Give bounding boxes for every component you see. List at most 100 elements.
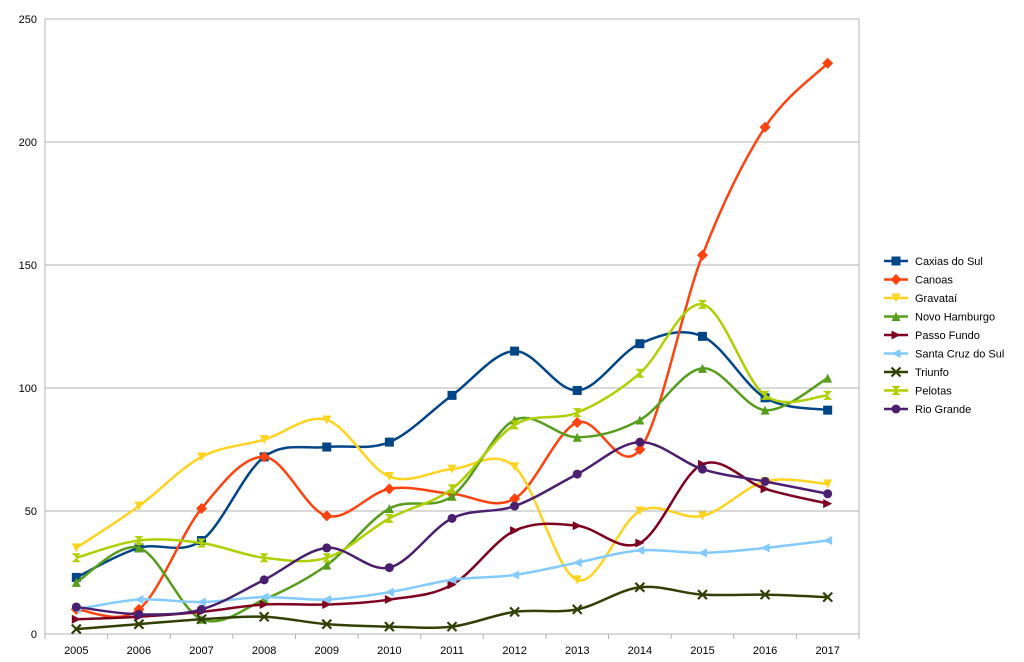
legend-item-passo-fundo: Passo Fundo	[884, 330, 980, 342]
legend-marker	[891, 293, 901, 303]
data-point-rio-grande	[384, 563, 394, 573]
data-point-passo-fundo	[510, 526, 520, 536]
legend-label: Pelotas	[915, 386, 952, 398]
data-point-gravata	[447, 464, 457, 474]
data-point-caxias-do-sul	[510, 346, 520, 356]
data-point-novo-hamburgo	[760, 405, 770, 415]
data-point-gravata	[697, 511, 707, 521]
legend-item-novo-hamburgo: Novo Hamburgo	[884, 312, 995, 324]
data-point-santa-cruz-do-sul	[134, 595, 144, 605]
data-point-passo-fundo	[635, 538, 645, 548]
legend-item-gravata: Gravataí	[884, 293, 957, 305]
data-point-rio-grande	[197, 604, 207, 614]
data-point-novo-hamburgo	[823, 373, 833, 383]
data-point-rio-grande	[447, 513, 457, 523]
legend-label: Novo Hamburgo	[915, 312, 995, 324]
legend-label: Santa Cruz do Sul	[915, 349, 1004, 361]
data-point-pelotas	[384, 513, 394, 523]
legend-item-triunfo: Triunfo	[884, 366, 949, 379]
data-point-novo-hamburgo	[697, 363, 707, 373]
data-point-santa-cruz-do-sul	[322, 595, 332, 605]
data-point-gravata	[197, 452, 207, 462]
data-point-caxias-do-sul	[384, 437, 394, 447]
data-point-santa-cruz-do-sul	[572, 558, 582, 568]
data-point-novo-hamburgo	[134, 543, 144, 553]
data-point-santa-cruz-do-sul	[259, 592, 269, 602]
legend: Caxias do Sul Canoas Gravataí Novo Hamburgo…	[884, 256, 1004, 416]
series-gravata	[71, 415, 833, 585]
x-tick-label: 2010	[377, 645, 401, 657]
legend-marker	[890, 274, 902, 285]
data-point-triunfo	[634, 581, 646, 593]
data-point-santa-cruz-do-sul	[197, 597, 207, 607]
data-point-rio-grande	[697, 464, 707, 474]
x-tick-label: 2012	[502, 645, 526, 657]
data-point-triunfo	[509, 606, 520, 618]
legend-label: Rio Grande	[915, 404, 971, 416]
legend-marker	[891, 312, 901, 321]
data-point-passo-fundo	[259, 599, 269, 609]
data-point-canoas	[321, 510, 333, 522]
data-point-rio-grande	[510, 501, 520, 511]
data-point-caxias-do-sul	[572, 385, 582, 395]
data-point-rio-grande	[322, 543, 332, 553]
data-point-canoas	[383, 483, 395, 495]
y-tick-label: 250	[19, 14, 37, 26]
data-point-gravata	[510, 462, 520, 472]
data-point-pelotas	[572, 408, 582, 418]
legend-label: Triunfo	[915, 367, 949, 379]
legend-item-rio-grande: Rio Grande	[884, 404, 971, 416]
data-point-pelotas	[760, 390, 770, 400]
gridlines	[45, 18, 859, 635]
data-point-gravata	[322, 415, 332, 425]
data-point-santa-cruz-do-sul	[510, 570, 520, 580]
data-point-gravata	[134, 501, 144, 511]
data-point-novo-hamburgo	[635, 415, 645, 425]
data-point-pelotas	[635, 368, 645, 378]
data-point-caxias-do-sul	[823, 405, 833, 415]
data-point-triunfo	[133, 618, 145, 630]
legend-label: Passo Fundo	[915, 330, 980, 342]
legend-marker	[891, 349, 901, 358]
data-point-canoas	[258, 451, 270, 463]
x-tick-label: 2016	[753, 645, 777, 657]
legend-label: Canoas	[915, 275, 953, 287]
data-point-pelotas	[197, 538, 207, 548]
y-tick-label: 0	[31, 629, 37, 641]
data-point-caxias-do-sul	[697, 331, 707, 341]
series-caxias-do-sul	[71, 330, 833, 582]
y-tick-label: 150	[19, 260, 37, 272]
data-point-canoas	[759, 121, 771, 133]
data-point-pelotas	[447, 484, 457, 494]
series-line-santa-cruz-do-sul	[76, 539, 828, 611]
data-point-triunfo	[196, 613, 207, 625]
data-point-rio-grande	[259, 575, 269, 585]
data-point-gravata	[71, 543, 81, 553]
legend-item-santa-cruz-do-sul: Santa Cruz do Sul	[884, 349, 1004, 361]
data-point-santa-cruz-do-sul	[635, 545, 645, 555]
data-point-triunfo	[384, 621, 395, 632]
series-rio-grande	[71, 437, 833, 619]
data-point-santa-cruz-do-sul	[697, 548, 707, 558]
data-point-pelotas	[134, 536, 144, 546]
series-group	[70, 57, 834, 635]
data-point-santa-cruz-do-sul	[823, 536, 833, 546]
data-point-novo-hamburgo	[384, 504, 394, 514]
data-point-passo-fundo	[71, 614, 81, 624]
data-point-canoas	[696, 249, 708, 261]
data-point-pelotas	[322, 553, 332, 563]
data-point-gravata	[572, 575, 582, 585]
data-point-gravata	[259, 435, 269, 445]
data-point-rio-grande	[760, 476, 770, 486]
x-tick-label: 2009	[315, 645, 339, 657]
x-tick-label: 2013	[565, 645, 589, 657]
legend-marker	[891, 404, 901, 414]
legend-marker	[891, 386, 901, 395]
data-point-gravata	[384, 472, 394, 482]
data-point-novo-hamburgo	[71, 577, 81, 587]
data-point-passo-fundo	[760, 484, 770, 494]
data-point-rio-grande	[572, 469, 582, 479]
data-point-canoas	[196, 503, 208, 515]
legend-label: Caxias do Sul	[915, 256, 983, 268]
